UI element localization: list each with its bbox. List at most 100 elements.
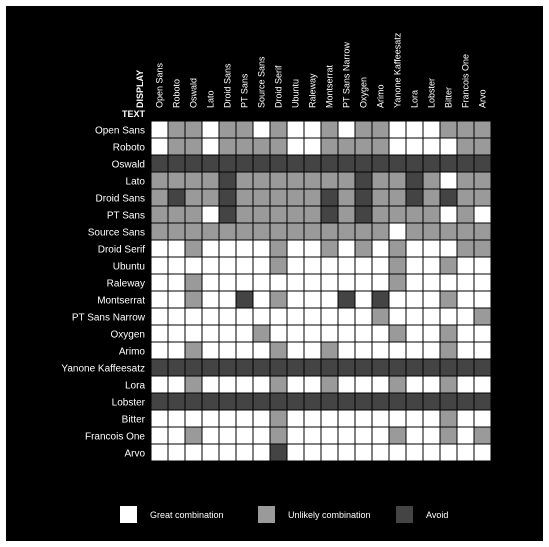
heatmap-cell (371, 392, 390, 411)
heatmap-cell (218, 358, 237, 377)
heatmap-cell (371, 137, 390, 156)
heatmap-cell (218, 392, 237, 411)
heatmap-cell (422, 239, 441, 258)
heatmap-cell (405, 426, 424, 445)
heatmap-cell (456, 120, 475, 139)
heatmap-cell (388, 290, 407, 309)
heatmap-cell (405, 358, 424, 377)
heatmap-cell (422, 290, 441, 309)
row-label: Arvo (124, 449, 145, 460)
heatmap-cell (286, 392, 305, 411)
heatmap-cell (320, 409, 339, 428)
heatmap-cell (405, 205, 424, 224)
heatmap-cell (252, 273, 271, 292)
legend-label: Avoid (426, 510, 448, 520)
heatmap-cell (388, 137, 407, 156)
heatmap-cell (150, 341, 169, 360)
heatmap-cell (303, 307, 322, 326)
heatmap-cell (439, 307, 458, 326)
heatmap-cell (371, 188, 390, 207)
heatmap-cell (388, 307, 407, 326)
heatmap-cell (354, 324, 373, 343)
heatmap-cell (150, 205, 169, 224)
heatmap-cell (269, 171, 288, 190)
heatmap-cell (456, 341, 475, 360)
heatmap-cell (201, 154, 220, 173)
heatmap-cell (184, 324, 203, 343)
heatmap-cell (439, 409, 458, 428)
heatmap-cell (303, 171, 322, 190)
chart-panel: DISPLAY Open Sans Roboto Oswald Lato Droid Sa… (6, 6, 543, 541)
heatmap-cell (218, 188, 237, 207)
heatmap-cell (235, 358, 254, 377)
heatmap-cell (473, 324, 492, 343)
heatmap-cell (337, 205, 356, 224)
heatmap-cell (337, 239, 356, 258)
heatmap-cell (235, 375, 254, 394)
heatmap-cell (320, 341, 339, 360)
heatmap-cell (320, 188, 339, 207)
heatmap-cell (422, 324, 441, 343)
heatmap-cell (473, 409, 492, 428)
heatmap-cell (388, 358, 407, 377)
heatmap-cell (235, 409, 254, 428)
heatmap-cell (337, 171, 356, 190)
heatmap-cell (303, 222, 322, 241)
heatmap-cell (269, 375, 288, 394)
heatmap-cell (473, 358, 492, 377)
heatmap-cell (405, 273, 424, 292)
heatmap-cell (422, 154, 441, 173)
heatmap-cell (269, 290, 288, 309)
heatmap-cell (184, 137, 203, 156)
heatmap-cell (439, 205, 458, 224)
heatmap-cell (473, 120, 492, 139)
heatmap-cells (150, 120, 492, 462)
heatmap-cell (184, 375, 203, 394)
heatmap-cell (473, 171, 492, 190)
heatmap-cell (303, 375, 322, 394)
heatmap-cell (286, 239, 305, 258)
heatmap-cell (184, 443, 203, 462)
heatmap-cell (184, 290, 203, 309)
heatmap-cell (201, 358, 220, 377)
heatmap-cell (405, 324, 424, 343)
heatmap-cell (473, 222, 492, 241)
heatmap-cell (269, 120, 288, 139)
heatmap-cell (388, 188, 407, 207)
heatmap-cell (354, 154, 373, 173)
heatmap-cell (218, 426, 237, 445)
heatmap-cell (422, 443, 441, 462)
heatmap-cell (218, 120, 237, 139)
heatmap-cell (235, 171, 254, 190)
heatmap-cell (371, 443, 390, 462)
heatmap-cell (167, 273, 186, 292)
column-label: Droid Serif (274, 65, 284, 108)
heatmap-cell (269, 239, 288, 258)
heatmap-cell (201, 426, 220, 445)
heatmap-cell (269, 392, 288, 411)
heatmap-cell (388, 341, 407, 360)
heatmap-cell (354, 375, 373, 394)
heatmap-cell (354, 273, 373, 292)
heatmap-cell (150, 392, 169, 411)
heatmap-cell (150, 375, 169, 394)
heatmap-cell (388, 273, 407, 292)
heatmap-cell (201, 222, 220, 241)
heatmap-cell (439, 137, 458, 156)
heatmap-cell (286, 443, 305, 462)
heatmap-cell (201, 375, 220, 394)
heatmap-cell (167, 307, 186, 326)
heatmap-cell (167, 409, 186, 428)
heatmap-cell (286, 171, 305, 190)
heatmap-cell (422, 307, 441, 326)
heatmap-cell (456, 273, 475, 292)
heatmap-cell (150, 256, 169, 275)
heatmap-cell (456, 375, 475, 394)
heatmap-cell (320, 273, 339, 292)
row-label: Arimo (119, 347, 146, 358)
column-label: Bitter (444, 87, 454, 108)
heatmap-cell (303, 426, 322, 445)
heatmap-cell (337, 137, 356, 156)
heatmap-cell (286, 375, 305, 394)
row-label: Bitter (122, 415, 146, 426)
